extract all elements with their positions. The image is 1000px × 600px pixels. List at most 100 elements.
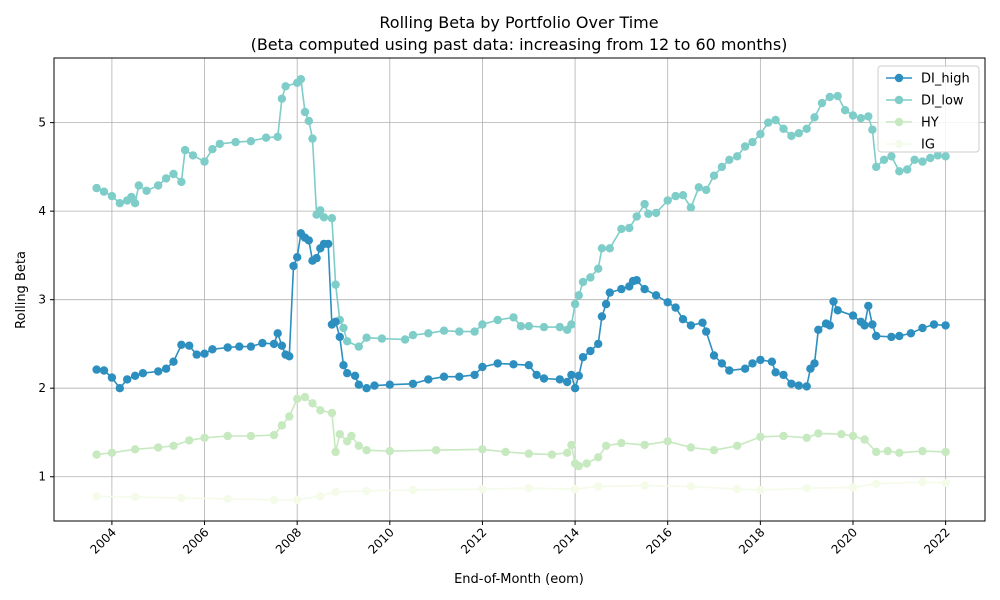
data-point (343, 337, 352, 346)
data-point (92, 183, 101, 193)
data-point (300, 392, 310, 402)
data-point (941, 152, 950, 161)
data-point (127, 192, 136, 202)
data-point (123, 375, 132, 384)
series-di-low (92, 75, 950, 351)
data-point (293, 253, 302, 262)
data-point (273, 132, 282, 141)
data-point (335, 332, 344, 342)
data-point (130, 445, 140, 454)
data-point (570, 484, 580, 494)
data-point (277, 94, 287, 103)
data-point (431, 446, 441, 455)
data-point (833, 306, 842, 315)
y-tick-label: 1 (38, 470, 46, 484)
data-point (408, 485, 418, 495)
data-point (304, 236, 313, 245)
data-point (327, 214, 337, 223)
data-point (335, 430, 344, 439)
data-point (532, 370, 541, 380)
data-point (617, 438, 626, 448)
data-point (594, 264, 603, 273)
data-point (130, 371, 140, 380)
data-point (354, 380, 363, 389)
data-point (455, 327, 464, 336)
data-point (709, 171, 719, 180)
data-point (319, 213, 329, 222)
data-point (115, 199, 125, 208)
data-point (671, 303, 680, 312)
data-point (478, 362, 487, 372)
data-point (107, 448, 117, 457)
data-point (910, 155, 919, 164)
data-point (408, 330, 418, 340)
data-point (814, 429, 823, 438)
data-point (767, 357, 777, 366)
data-point (161, 174, 171, 183)
grid (54, 58, 985, 521)
data-point (115, 384, 125, 393)
data-point (570, 384, 580, 393)
legend-marker (894, 139, 904, 149)
data-point (617, 224, 626, 234)
data-point (362, 486, 371, 496)
data-point (597, 312, 607, 321)
data-point (810, 359, 819, 368)
plot-frame (53, 57, 986, 522)
legend-marker (894, 117, 904, 127)
data-point (698, 318, 707, 327)
data-point (860, 321, 869, 330)
x-tick-label: 2022 (921, 525, 952, 556)
data-point (277, 421, 287, 430)
data-point (192, 350, 201, 359)
data-point (709, 446, 719, 455)
data-point (895, 331, 904, 341)
data-point (794, 129, 803, 138)
data-point (308, 134, 317, 143)
data-point (362, 333, 371, 342)
data-point (509, 360, 518, 369)
data-point (327, 408, 337, 418)
data-point (246, 431, 256, 441)
data-point (370, 381, 379, 390)
data-point (651, 208, 661, 218)
data-point (231, 137, 240, 147)
data-point (354, 441, 363, 450)
data-point (756, 432, 765, 442)
data-point (316, 206, 325, 215)
data-point (400, 335, 410, 344)
data-point (177, 177, 186, 187)
data-point (185, 341, 194, 350)
legend-marker (894, 73, 904, 83)
data-point (663, 437, 672, 446)
data-point (567, 370, 576, 380)
legend-marker (894, 95, 904, 105)
data-point (895, 167, 904, 176)
data-point (161, 364, 171, 373)
data-point (868, 125, 877, 134)
data-point (686, 203, 696, 212)
data-point (296, 75, 306, 84)
data-point (868, 320, 877, 329)
data-point (331, 317, 340, 326)
data-point (208, 145, 217, 154)
data-point (605, 244, 614, 253)
data-point (686, 482, 696, 491)
data-point (269, 495, 279, 504)
data-point (424, 375, 433, 384)
data-point (339, 323, 348, 333)
data-point (524, 361, 533, 370)
data-point (478, 484, 487, 494)
legend-label: DI_high (921, 72, 970, 87)
data-point (702, 185, 711, 195)
data-point (107, 191, 117, 201)
data-point (439, 372, 449, 381)
data-point (725, 155, 734, 164)
data-point (594, 453, 603, 462)
data-point (277, 341, 287, 350)
data-point (733, 484, 742, 494)
data-point (169, 169, 178, 179)
data-point (895, 448, 904, 457)
